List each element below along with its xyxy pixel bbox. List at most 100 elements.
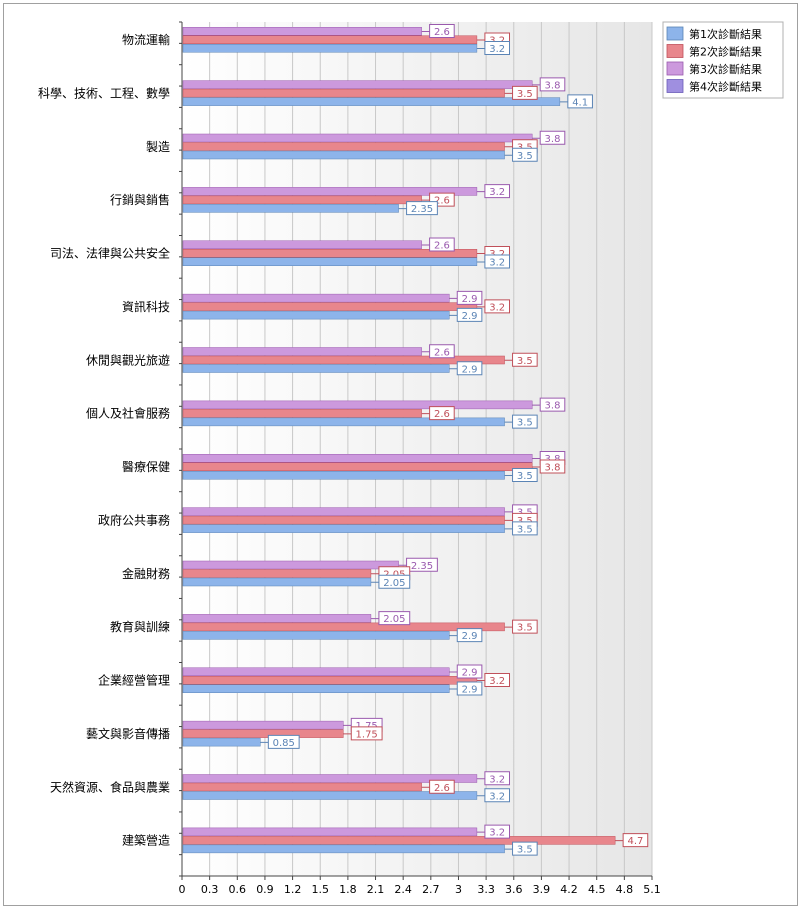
bar [182,133,533,143]
x-tick-label: 1.5 [311,883,329,896]
bar [182,302,478,311]
value-label: 3.5 [517,524,533,535]
bar [182,44,478,53]
bar [182,409,422,418]
x-tick-label: 3.9 [533,883,551,896]
value-label: 1.75 [356,729,378,740]
bar [182,614,372,623]
value-label-box [456,361,483,376]
category-label: 休閒與觀光旅遊 [86,352,170,367]
value-label-box [429,237,455,252]
value-label-box [512,841,538,856]
x-tick-label: 1.8 [339,883,357,896]
value-label-box [484,788,511,803]
x-tick-label: 0.3 [201,883,219,896]
value-label-box [512,85,538,100]
value-label: 2.35 [411,204,433,215]
x-tick-label: 3 [455,883,462,896]
category-label: 資訊科技 [122,299,170,314]
x-tick-label: 0.9 [256,883,274,896]
x-tick-label: 4.8 [616,883,634,896]
bar [182,142,505,151]
x-tick-label: 2.1 [367,883,385,896]
legend-swatch [666,44,684,58]
value-label: 2.05 [383,578,405,589]
value-label-box [539,397,566,412]
category-label: 醫療保健 [122,460,170,474]
bar [182,524,505,533]
value-label-box [350,726,383,741]
category-label: 司法、法律與公共安全 [50,246,170,261]
value-label: 2.9 [462,631,478,642]
bar [182,347,422,356]
bar [182,515,505,525]
value-label: 0.85 [273,738,295,749]
value-label-box [456,290,483,305]
value-label-box [456,628,483,643]
value-label: 3.2 [489,828,505,839]
value-label-box [429,406,455,421]
x-tick-label: 5.1 [643,883,661,896]
value-label-box [456,307,483,322]
value-label-box [484,184,511,199]
value-label: 2.35 [411,561,433,572]
value-label: 4.7 [627,836,643,847]
value-label: 3.8 [545,134,561,145]
value-label: 3.2 [489,774,505,785]
bar [182,782,422,792]
x-tick-label: 4.2 [560,883,578,896]
value-label-box [429,779,455,794]
value-label: 3.2 [489,302,505,313]
bar [182,417,505,427]
value-label: 3.2 [489,258,505,269]
category-label: 科學、技術、工程、數學 [38,85,170,100]
bar [182,676,478,685]
value-label-box [484,824,511,839]
bar [182,827,478,837]
bar [182,631,450,640]
value-label-box [512,619,538,634]
legend-label: 第2次診斷結果 [689,45,762,59]
bar [182,471,505,480]
bar [182,836,616,845]
value-label: 3.8 [545,80,561,91]
bar [182,737,261,747]
bar [182,560,399,570]
bar [182,310,450,320]
bar [182,622,505,632]
x-tick-label: 1.2 [284,883,302,896]
bar [182,293,450,303]
value-label: 3.5 [517,845,533,856]
category-label: 政府公共事務 [98,512,170,527]
category-label: 企業經營管理 [98,673,170,688]
bar [182,569,372,578]
value-label: 4.1 [572,97,588,108]
value-label-box [429,344,455,359]
value-label: 3.5 [517,89,533,100]
value-label: 2.9 [462,294,478,305]
value-label: 3.2 [489,44,505,55]
value-label: 3.5 [517,356,533,367]
value-label-box [484,771,511,786]
x-tick-label: 4.5 [588,883,606,896]
value-label-box [406,201,438,216]
legend-swatch [666,79,684,93]
value-label-box [378,574,411,589]
bar [182,27,422,36]
x-tick-label: 3.6 [505,883,523,896]
value-label-box [429,24,455,38]
x-tick-label: 2.4 [394,883,412,896]
value-label-box [567,94,593,109]
bar [182,400,533,410]
bar [182,844,505,854]
value-label: 2.6 [434,27,450,38]
value-label: 2.6 [434,409,450,420]
x-tick-label: 3.3 [477,883,495,896]
bar [182,80,533,89]
bar [182,667,450,676]
bar [182,684,450,693]
category-label: 建築營造 [122,833,170,848]
value-label-box [378,611,411,626]
